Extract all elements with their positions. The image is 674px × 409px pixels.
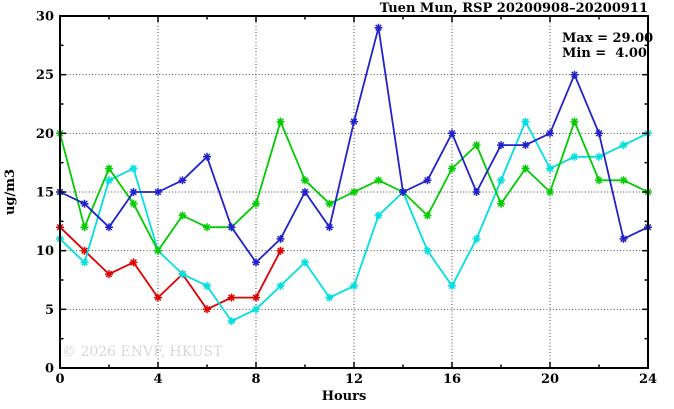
axis-ticks (59, 15, 649, 369)
y-tick-label: 25 (36, 68, 54, 83)
data-series (56, 23, 652, 326)
y-tick-label: 20 (36, 127, 54, 142)
series-blue-line (59, 26, 649, 264)
y-tick-label: 15 (36, 186, 54, 201)
x-tick-label: 12 (345, 372, 363, 387)
x-tick-label: 8 (251, 372, 260, 387)
y-axis-title: ug/m3 (3, 169, 18, 215)
x-tick-label: 24 (639, 372, 657, 387)
x-tick-label: 4 (153, 372, 162, 387)
watermark: © 2026 ENVF, HKUST (62, 344, 223, 360)
max-stat-label: Max = 29.00 (562, 31, 653, 46)
y-tick-label: 10 (36, 244, 54, 259)
y-tick-label: 5 (45, 303, 54, 318)
min-stat-label: Min = 4.00 (562, 46, 647, 61)
x-tick-labels: 0 4 8 12 16 20 24 (55, 372, 657, 387)
x-tick-label: 20 (541, 372, 559, 387)
series-red-line (59, 226, 282, 311)
y-tick-label: 0 (45, 362, 54, 377)
series-red-markers (56, 223, 285, 314)
chart-title: Tuen Mun, RSP 20200908–20200911 (380, 1, 648, 16)
x-tick-label: 0 (55, 372, 64, 387)
x-tick-label: 16 (443, 372, 461, 387)
y-tick-label: 30 (36, 10, 54, 25)
x-axis-title: Hours (322, 389, 367, 404)
y-tick-labels: 0 5 10 15 20 25 30 (36, 10, 54, 377)
